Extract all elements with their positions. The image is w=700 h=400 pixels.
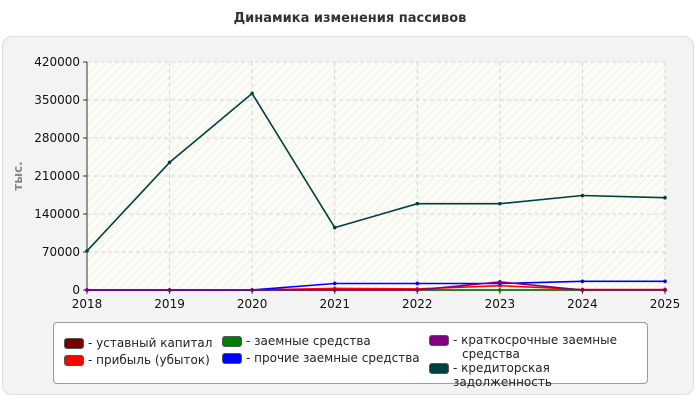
x-tick-label: 2025 [650,297,681,311]
series-point-5 [580,193,585,198]
series-point-4 [85,288,89,292]
legend-item-pribyl: - прибыль (убыток) [64,353,210,367]
series-point-3 [415,281,420,286]
series-point-4 [498,280,502,284]
legend-item-prochie-zaemnye: - прочие заемные средства [222,351,420,365]
series-point-5 [167,160,172,165]
x-tick-label: 2021 [319,297,350,311]
series-point-4 [250,288,254,292]
legend-swatch-kratkosrochnye [429,335,449,346]
x-tick-label: 2020 [237,297,268,311]
series-point-5 [415,201,420,206]
legend-swatch-zaemnye-sredstva [222,336,242,347]
legend-label-kratkosrochnye-line2: средства [462,347,520,361]
series-point-4 [332,288,337,292]
y-tick-label: 0 [72,283,80,297]
legend-label-ustavny-kapital: - уставный капитал [88,336,213,350]
legend-label-kratkosrochnye: - краткосрочные заемные средства [453,333,617,361]
series-point-3 [332,281,337,286]
legend-label-kreditorskaya: - кредиторская задолженность [453,361,552,389]
x-tick-label: 2023 [485,297,516,311]
legend-swatch-ustavny-kapital [64,338,84,349]
legend-item-kreditorskaya: - кредиторская задолженность [429,361,647,389]
legend-label-prochie-zaemnye: - прочие заемные средства [246,351,420,365]
chart-legend: - уставный капитал - прибыль (убыток) - … [53,322,648,389]
series-point-5 [332,225,337,230]
x-tick-label: 2022 [402,297,433,311]
series-point-4 [415,288,420,292]
legend-swatch-prochie-zaemnye [222,353,242,364]
y-tick-label: 420000 [34,55,80,69]
y-tick-label: 210000 [34,169,80,183]
legend-label-zaemnye-sredstva: - заемные средства [246,334,371,348]
series-point-3 [580,279,585,284]
legend-swatch-kreditorskaya [429,363,449,374]
chart-title: Динамика изменения пассивов [233,11,467,26]
series-point-2 [498,288,502,292]
legend-item-kratkosrochnye: - краткосрочные заемные средства [429,333,617,361]
series-point-5 [498,201,502,206]
series-line-4 [87,281,665,291]
series-point-4 [663,288,667,292]
x-tick-label: 2019 [154,297,185,311]
series-point-3 [663,279,667,284]
legend-label-kratkosrochnye-line1: - краткосрочные заемные [453,333,617,347]
y-tick-label: 350000 [34,93,80,107]
legend-label-pribyl: - прибыль (убыток) [88,353,210,367]
series-point-4 [167,288,172,292]
y-tick-label: 280000 [34,131,80,145]
y-tick-label: 70000 [42,245,80,259]
x-tick-label: 2024 [567,297,598,311]
series-point-5 [250,91,254,96]
y-tick-label: 140000 [34,207,80,221]
series-point-4 [580,288,585,292]
x-tick-label: 2018 [72,297,103,311]
series-line-5 [86,92,666,252]
series-point-5 [85,249,89,253]
legend-swatch-pribyl [64,355,84,366]
series-point-5 [663,195,667,200]
legend-item-zaemnye-sredstva: - заемные средства [222,334,371,348]
y-axis-label: тыс. [11,161,25,190]
legend-item-ustavny-kapital: - уставный капитал [64,336,212,350]
